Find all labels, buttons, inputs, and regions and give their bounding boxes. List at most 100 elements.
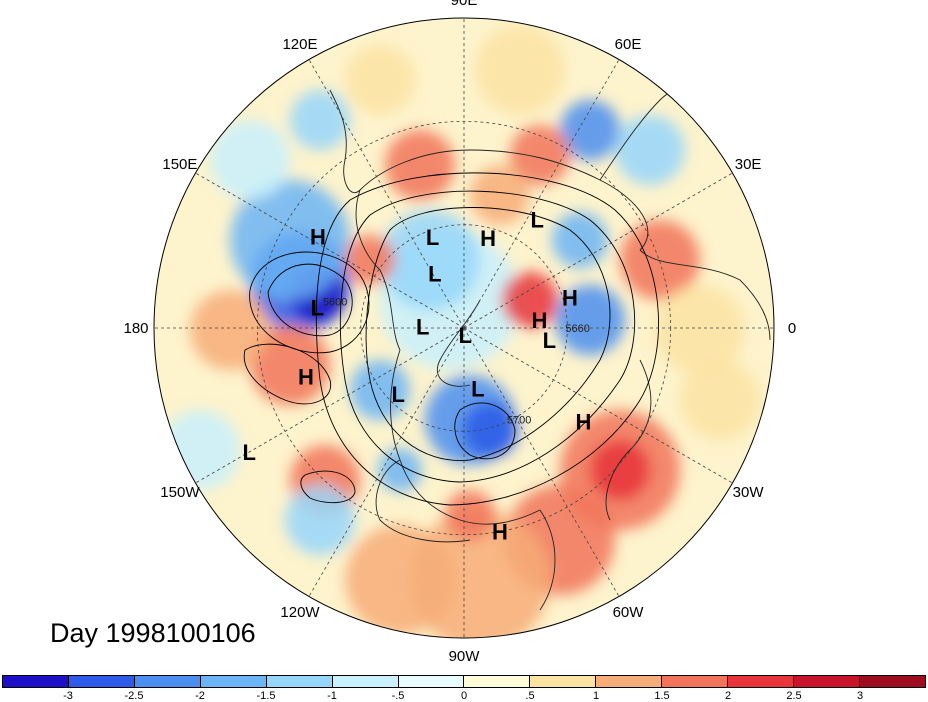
contour-line	[365, 207, 611, 461]
contour-line	[243, 343, 332, 405]
low-pressure-label: L	[311, 295, 324, 320]
map-boundary	[153, 17, 775, 639]
anomaly-blob	[475, 25, 565, 115]
anomaly-blob	[620, 220, 700, 300]
colorbar-segment	[266, 676, 333, 687]
longitude-label: 30E	[735, 156, 762, 173]
high-pressure-label: H	[575, 409, 591, 434]
contour-line	[454, 402, 516, 460]
colorbar-segment	[68, 676, 135, 687]
contour-line	[339, 190, 636, 483]
anomaly-blob	[655, 285, 745, 375]
longitude-label: 90E	[451, 0, 478, 9]
colorbar-tick: -2.5	[124, 690, 144, 702]
low-pressure-label: L	[416, 315, 429, 340]
longitude-label: 0	[788, 320, 796, 337]
anomaly-blob	[250, 325, 330, 405]
longitude-label: 120W	[280, 604, 320, 621]
colorbar-tick: -.5	[391, 690, 405, 702]
colorbar-segment	[530, 676, 597, 687]
high-pressure-label: H	[298, 364, 314, 389]
coastline	[375, 459, 471, 543]
colorbar-segment	[728, 676, 795, 687]
anomaly-blob	[680, 360, 760, 440]
contour-line	[300, 470, 356, 504]
low-pressure-label: L	[242, 440, 255, 465]
longitude-label: 180	[123, 320, 148, 337]
anomaly-blob	[190, 290, 270, 370]
longitude-label: 150E	[162, 156, 197, 173]
coastline	[355, 189, 401, 351]
longitude-labels: 90E 60E 30E 0 30W 60W 90W 120W 150W 180 150E 120E	[123, 0, 796, 665]
anomaly-field	[154, 18, 774, 638]
anomaly-blob	[615, 115, 685, 185]
longitude-label: 30W	[733, 484, 765, 501]
colorbar-tick-labels: -3 -2.5 -2 -1.5 -1 -.5 0 .5 1 1.5 2 2.5 3	[2, 690, 926, 702]
colorbar-tick: -1.5	[256, 690, 276, 702]
coastline	[639, 249, 771, 341]
colorbar-tick: 3	[856, 690, 864, 702]
anomaly-blob	[160, 410, 240, 490]
anomaly-blob	[462, 402, 518, 458]
high-pressure-label: H	[480, 226, 496, 251]
date-title: Day 1998100106	[50, 618, 256, 648]
anomaly-blob	[210, 120, 290, 200]
colorbar-tick: -3	[63, 690, 73, 702]
colorbar-tick: 0	[460, 690, 468, 702]
meridian-line	[463, 327, 620, 597]
coastline	[605, 359, 652, 521]
coastline	[539, 509, 556, 611]
anomaly-blob	[350, 360, 410, 420]
colorbar-tick: -2	[195, 690, 205, 702]
colorbar-segment	[398, 676, 465, 687]
polar-map: 90E 60E 30E 0 30W 60W 90W 120W 150W 180 150E 120E L…	[123, 0, 796, 665]
anomaly-blob	[552, 212, 608, 268]
longitude-label: 120E	[282, 36, 317, 53]
anomaly-blob	[378, 448, 422, 492]
anomaly-blob	[385, 130, 455, 200]
contour-value-label: 5600	[323, 296, 347, 308]
colorbar-segment	[134, 676, 201, 687]
low-pressure-label: L	[471, 376, 484, 401]
meridian-line	[463, 172, 733, 329]
colorbar-tick: 2.5	[786, 690, 802, 702]
colorbar-segment	[200, 676, 267, 687]
coastline	[390, 349, 541, 525]
meridian-line	[195, 172, 465, 329]
colorbar	[2, 675, 926, 688]
colorbar-tick: 2	[724, 690, 732, 702]
anomaly-blob	[290, 90, 350, 150]
high-pressure-label: H	[310, 225, 326, 250]
low-pressure-label: L	[391, 382, 404, 407]
anomaly-blob	[285, 485, 355, 555]
contour-line	[267, 263, 353, 337]
anomaly-blob	[345, 525, 455, 635]
colorbar-tick: .5	[525, 690, 535, 702]
colorbar-tick: 1.5	[654, 690, 670, 702]
coastline	[359, 149, 649, 251]
colorbar-segment	[332, 676, 399, 687]
colorbar-segment	[794, 676, 860, 687]
meridian-line	[308, 327, 465, 597]
colorbar-tick: -1	[327, 690, 337, 702]
meridian-line	[308, 59, 465, 329]
low-pressure-label: L	[458, 323, 471, 348]
colorbar-tick: 1	[592, 690, 600, 702]
low-pressure-label: L	[426, 225, 439, 250]
colorbar-segment	[859, 676, 925, 687]
longitude-label: 60W	[613, 604, 645, 621]
meridian-line	[463, 59, 620, 329]
anomaly-blob	[470, 165, 530, 225]
colorbar-segment	[662, 676, 729, 687]
height-contours	[243, 172, 660, 506]
contour-value-labels: 5600 5660 5700	[323, 296, 590, 426]
anomaly-blob	[345, 45, 415, 115]
colorbar-segment	[464, 676, 531, 687]
anomaly-blob	[380, 210, 480, 310]
coastlines	[329, 88, 771, 611]
anomaly-blob	[410, 510, 550, 638]
low-pressure-label: L	[530, 208, 543, 233]
low-pressure-label: L	[428, 261, 441, 286]
anomaly-blob	[502, 272, 558, 328]
